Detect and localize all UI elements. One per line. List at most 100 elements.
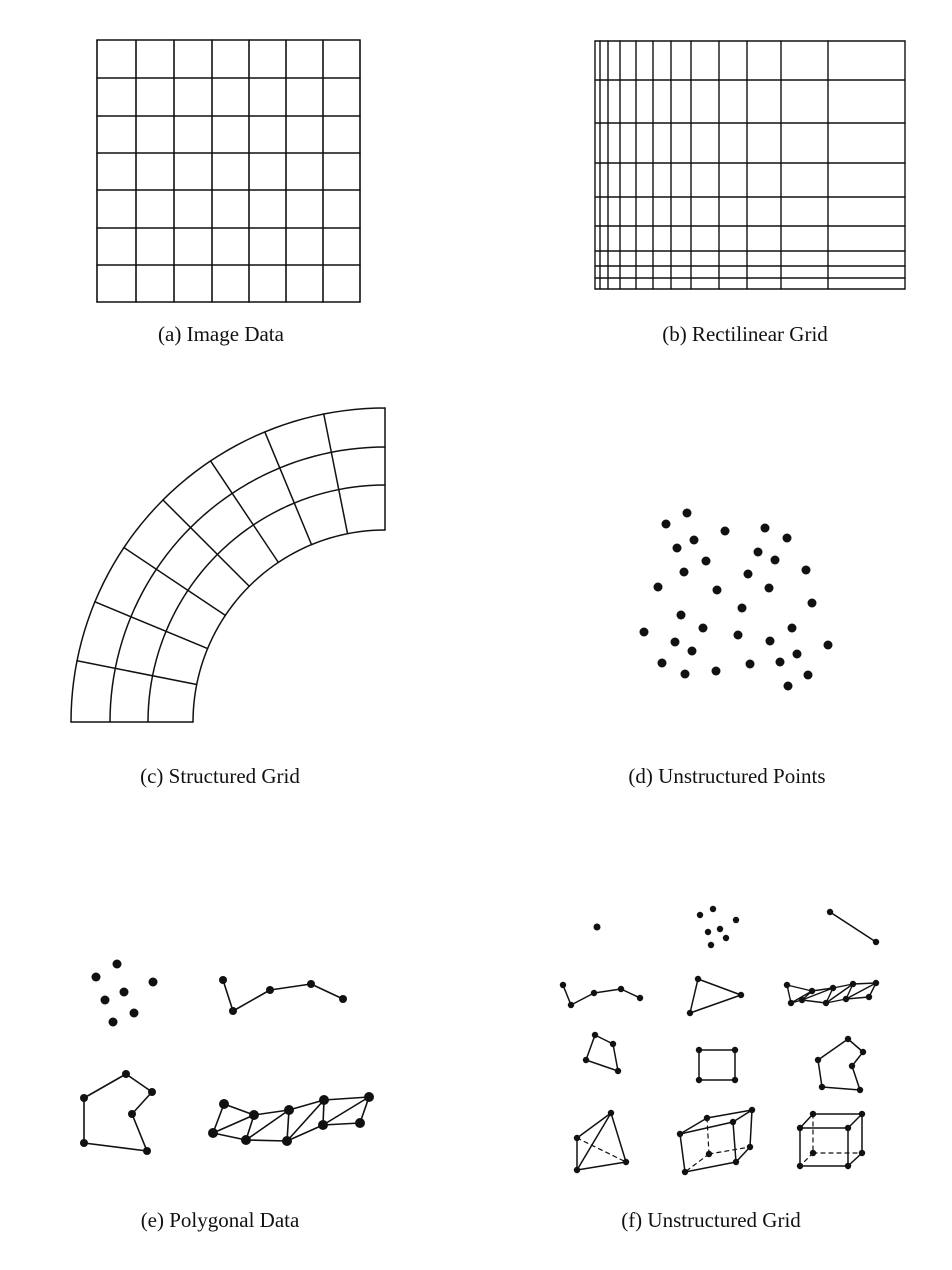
pixel-cell	[698, 1049, 736, 1081]
rectilinear-grid-panel	[594, 40, 906, 290]
hexahedron-cell-point	[732, 1158, 740, 1166]
scatter-point	[676, 610, 686, 620]
voxel-cell-edge	[847, 1113, 863, 1129]
hexahedron-cell-hidden-edge	[684, 1153, 710, 1173]
line-cell	[829, 911, 877, 943]
unstructured-points-panel	[639, 508, 833, 691]
scatter-point	[801, 565, 811, 575]
caption-rectilinear-grid: (b) Rectilinear Grid	[662, 322, 828, 346]
grid-spoke	[322, 413, 349, 535]
polygon-vertex	[148, 1088, 156, 1096]
triangle-strip-cell-edge	[832, 983, 854, 989]
poly-vertex-cell-point	[732, 916, 740, 924]
polyline-vertex	[307, 980, 315, 988]
voxel-cell-point	[858, 1149, 866, 1157]
vertex	[91, 972, 101, 982]
hexahedron-cell-hidden-edge	[706, 1117, 710, 1155]
hexahedron-cell-edge	[732, 1121, 737, 1163]
triangle-cell-point	[737, 991, 745, 999]
triangle-strip-cell-point	[808, 987, 816, 995]
scatter-point	[807, 598, 817, 608]
hexahedron-cell-edge	[679, 1121, 734, 1135]
tetra-cell-point	[573, 1166, 581, 1174]
triangle-strip-cell-point	[798, 996, 806, 1004]
strip-edge	[253, 1109, 290, 1116]
poly-vertex-cell-point	[704, 928, 712, 936]
poly-vertex-cell-point	[707, 941, 715, 949]
poly-vertex-cell-point	[709, 905, 717, 913]
scatter-point	[733, 630, 743, 640]
scatter-point	[775, 657, 785, 667]
strip-vertex	[241, 1135, 251, 1145]
polyline-vertex	[266, 986, 274, 994]
scatter-point	[701, 556, 711, 566]
hexahedron-cell-edge	[706, 1109, 753, 1119]
polyline	[222, 979, 344, 1012]
strip-edge	[286, 1124, 324, 1142]
strip-vertex	[355, 1118, 365, 1128]
structured-grid-panel	[70, 407, 386, 723]
pixel-cell-point	[731, 1046, 739, 1054]
scatter-point	[639, 627, 649, 637]
tetra-cell-point	[607, 1109, 615, 1117]
polygon-vertex	[80, 1139, 88, 1147]
quad-cell	[585, 1034, 619, 1072]
strip-edge	[286, 1109, 290, 1142]
vertex	[119, 987, 129, 997]
image-data-panel	[96, 39, 361, 303]
hexahedron-cell-point	[705, 1150, 713, 1158]
vertex	[112, 959, 122, 969]
grid-spoke	[123, 546, 227, 617]
hexahedron-cell-hidden-edge	[708, 1146, 751, 1155]
polyline-vertex	[229, 1007, 237, 1015]
polygon-vertex	[122, 1070, 130, 1078]
triangle-strip-cell-edge	[825, 998, 847, 1004]
scatter-point	[783, 681, 793, 691]
polygon-vertex	[128, 1110, 136, 1118]
grid-spoke	[264, 431, 313, 546]
hexahedron-cell-edge	[735, 1146, 751, 1163]
polyline-vertex	[219, 976, 227, 984]
hexahedron-cell-point	[703, 1114, 711, 1122]
polygon-cell-point	[814, 1056, 822, 1064]
strip-vertex	[208, 1128, 218, 1138]
tetra-cell-edge	[576, 1112, 612, 1139]
vertex	[100, 995, 110, 1005]
quad-cell-point	[591, 1031, 599, 1039]
triangle-strip-cell-edge	[801, 987, 834, 1001]
caption-unstructured-grid: (f) Unstructured Grid	[621, 1208, 801, 1232]
scatter-point	[687, 646, 697, 656]
pixel-cell-point	[731, 1076, 739, 1084]
scatter-point	[745, 659, 755, 669]
pixel-cell-point	[695, 1046, 703, 1054]
triangle-strip-cell-edge	[845, 982, 877, 1000]
poly-line-cell-point	[559, 981, 567, 989]
strip-edge	[322, 1096, 370, 1126]
caption-polygonal-data: (e) Polygonal Data	[140, 1208, 300, 1232]
vertex	[129, 1008, 139, 1018]
polygon-cell-point	[848, 1062, 856, 1070]
scatter-point	[803, 670, 813, 680]
strip-edge	[288, 1099, 325, 1111]
quad-cell-point	[609, 1040, 617, 1048]
poly-line-cell	[562, 984, 641, 1006]
polygon-cell-point	[859, 1048, 867, 1056]
grid-spoke	[76, 659, 198, 686]
triangle-strip-cell-point	[822, 999, 830, 1007]
voxel-cell-point	[796, 1124, 804, 1132]
scatter-point	[753, 547, 763, 557]
scatter-point	[670, 637, 680, 647]
hexahedron-cell-edge	[679, 1133, 686, 1173]
strip-edge	[323, 1096, 370, 1101]
scatter-point	[689, 535, 699, 545]
poly-line-cell-point	[617, 985, 625, 993]
tetra-cell-point	[622, 1158, 630, 1166]
voxel-cell-point	[796, 1162, 804, 1170]
triangle-strip-cell-edge	[845, 996, 870, 1000]
triangle-cell-point	[694, 975, 702, 983]
triangle-cell-point	[686, 1009, 694, 1017]
tetra-cell-edge	[576, 1161, 627, 1171]
pixel-cell-point	[695, 1076, 703, 1084]
strip-edge	[286, 1099, 325, 1142]
polygon	[83, 1073, 153, 1152]
